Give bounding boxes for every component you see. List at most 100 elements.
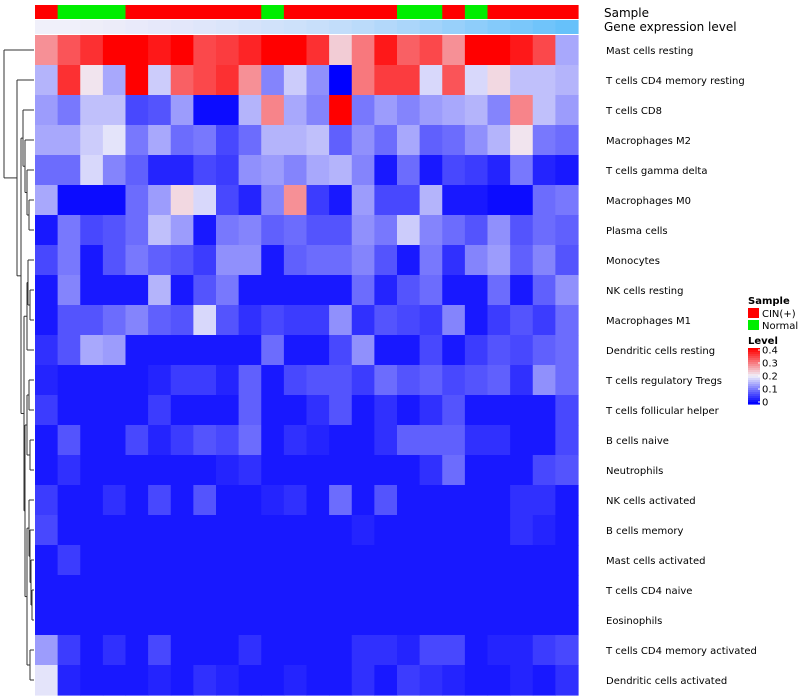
heatmap-cell: [374, 395, 398, 426]
heatmap-cell: [464, 665, 489, 696]
sample-annotation-cell: [283, 5, 308, 19]
heatmap-cell: [532, 35, 556, 66]
heatmap-cell: [510, 155, 534, 186]
heatmap-cell: [170, 35, 194, 66]
heatmap-cell: [125, 245, 149, 276]
heatmap-cell: [261, 665, 285, 696]
heatmap-cell: [283, 395, 308, 426]
heatmap-cell: [193, 485, 217, 516]
heatmap-cell: [555, 485, 579, 516]
heatmap-cell: [419, 155, 443, 186]
heatmap-cell: [464, 455, 489, 486]
legend-level-tick-label: 0.3: [762, 359, 778, 370]
legend-level-gradient-step: [748, 382, 760, 385]
heatmap-cell: [442, 185, 466, 216]
heatmap-cell: [283, 95, 308, 126]
heatmap-cell: [57, 665, 81, 696]
heatmap-cell: [193, 95, 217, 126]
heatmap-cell: [57, 395, 81, 426]
row-label: Macrophages M1: [606, 316, 691, 327]
heatmap-cell: [419, 455, 443, 486]
heatmap-cell: [374, 605, 398, 636]
heatmap-cell: [419, 215, 443, 246]
sample-annotation-cell: [170, 5, 194, 19]
heatmap-cell: [555, 95, 579, 126]
heatmap-cell: [374, 455, 398, 486]
heatmap-cell: [170, 365, 194, 396]
heatmap-cell: [464, 215, 489, 246]
heatmap-cell: [487, 275, 511, 306]
heatmap-cell: [238, 365, 262, 396]
heatmap-cell: [510, 455, 534, 486]
heatmap-cell: [329, 65, 353, 96]
heatmap-cell: [442, 95, 466, 126]
heatmap-cell: [487, 35, 511, 66]
heatmap-cell: [80, 365, 104, 396]
heatmap-cell: [397, 365, 421, 396]
heatmap-cell: [510, 515, 534, 546]
heatmap-cell: [419, 395, 443, 426]
heatmap-cell: [261, 185, 285, 216]
heatmap-cell: [238, 305, 262, 336]
heatmap-cell: [216, 275, 240, 306]
heatmap-cell: [216, 185, 240, 216]
heatmap-cell: [555, 575, 579, 606]
heatmap-cell: [464, 395, 489, 426]
heatmap-cell: [419, 365, 443, 396]
sample-annotation-cell: [238, 5, 262, 19]
heatmap-cell: [125, 575, 149, 606]
heatmap-cell: [532, 305, 556, 336]
heatmap-cell: [306, 65, 330, 96]
row-label: T cells CD4 memory activated: [605, 646, 757, 657]
heatmap-cell: [351, 575, 375, 606]
heatmap-cell: [397, 125, 421, 156]
heatmap-cell: [464, 605, 489, 636]
heatmap-cell: [419, 245, 443, 276]
heatmap-cell: [329, 635, 353, 666]
heatmap-cell: [102, 395, 127, 426]
heatmap-cell: [193, 455, 217, 486]
heatmap-cell: [35, 215, 59, 246]
heatmap-cell: [510, 65, 534, 96]
heatmap-cell: [487, 635, 511, 666]
heatmap-cell: [532, 395, 556, 426]
sample-annotation-cell: [216, 5, 240, 19]
heatmap-cell: [419, 545, 443, 576]
heatmap-cell: [283, 635, 308, 666]
sample-annotation-cell: [306, 5, 330, 19]
heatmap-cell: [35, 485, 59, 516]
sample-annotation-cell: [80, 5, 104, 19]
heatmap-cell: [374, 95, 398, 126]
heatmap-cell: [306, 215, 330, 246]
heatmap-cell: [102, 545, 127, 576]
heatmap-cell: [555, 605, 579, 636]
heatmap-cell: [306, 335, 330, 366]
heatmap-cell: [510, 395, 534, 426]
sample-annotation-cell: [125, 5, 149, 19]
heatmap-cell: [442, 395, 466, 426]
legend: Sample Level CIN(+)Normal 0.4 0.3 0.2 0.1 0: [748, 296, 798, 409]
heatmap-cell: [216, 545, 240, 576]
heatmap-cell: [102, 365, 127, 396]
heatmap-cell: [283, 215, 308, 246]
heatmap-cell: [351, 545, 375, 576]
heatmap-cell: [532, 95, 556, 126]
heatmap-cell: [216, 395, 240, 426]
expression-annotation-cell: [125, 20, 149, 34]
heatmap-cell: [510, 575, 534, 606]
row-label: T cells gamma delta: [605, 166, 707, 177]
heatmap-cell: [419, 65, 443, 96]
legend-sample-swatch: [748, 320, 759, 330]
heatmap-cell: [102, 35, 127, 66]
heatmap-cell: [442, 215, 466, 246]
expression-annotation-cell: [261, 20, 285, 34]
heatmap-cell: [261, 245, 285, 276]
heatmap-cell: [397, 245, 421, 276]
heatmap-cell: [261, 605, 285, 636]
heatmap-cell: [374, 515, 398, 546]
heatmap-cell: [464, 335, 489, 366]
heatmap-cell: [419, 125, 443, 156]
heatmap-cell: [238, 485, 262, 516]
heatmap-cell: [532, 485, 556, 516]
heatmap-cell: [216, 575, 240, 606]
